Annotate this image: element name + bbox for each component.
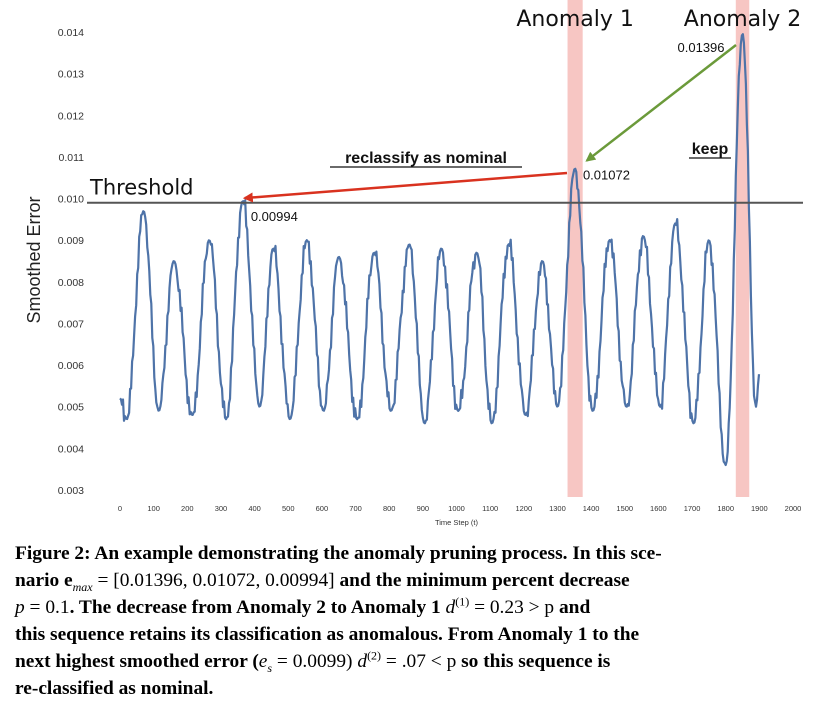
chart-figure: Anomaly 1 Anomaly 2 0.003 0.004 0.005 0.006 0.… <box>24 0 803 527</box>
caption-text: next highest smoothed error ( <box>15 651 259 672</box>
caption-math: p <box>15 597 25 618</box>
y-tick-label: 0.008 <box>58 277 84 289</box>
caption-math: d <box>357 651 368 672</box>
y-tick-label: 0.010 <box>58 194 84 206</box>
x-tick-label: 400 <box>248 504 261 513</box>
caption-math: = 0.23 > p <box>469 597 555 618</box>
x-tick-label: 1900 <box>751 504 768 513</box>
caption-line-2: nario emax = [0.01396, 0.01072, 0.00994]… <box>15 567 805 594</box>
series-line <box>119 33 761 467</box>
x-tick-label: 200 <box>181 504 194 513</box>
caption-text: so this sequence is <box>456 651 611 672</box>
x-tick-label: 1200 <box>515 504 532 513</box>
y-tick-label: 0.011 <box>59 152 85 164</box>
x-tick-label: 1100 <box>482 504 498 513</box>
x-tick-label: 500 <box>282 504 295 513</box>
keep-arrow <box>585 44 737 162</box>
caption-line-1: Figure 2: An example demonstrating the a… <box>15 540 805 567</box>
y-tick-label: 0.006 <box>58 360 84 372</box>
x-tick-label: 900 <box>417 504 430 513</box>
x-tick-label: 300 <box>215 504 228 513</box>
anomaly-label-1: Anomaly 1 <box>516 7 634 32</box>
caption-math-superscript: (2) <box>367 648 382 663</box>
x-tick-label: 0 <box>118 504 122 513</box>
anomaly-window-1 <box>567 0 583 497</box>
caption-text: nario <box>15 570 65 591</box>
caption-line-5: next highest smoothed error (es = 0.0099… <box>15 648 805 675</box>
keep-label: keep <box>692 141 729 158</box>
reclassify-arrow <box>242 171 568 203</box>
caption-line-3: p = 0.1. The decrease from Anomaly 2 to … <box>15 594 805 621</box>
x-axis-label: Time Step (t) <box>435 518 479 527</box>
x-tick-label: 2000 <box>785 504 802 513</box>
x-tick-label: 700 <box>349 504 362 513</box>
caption-line-6: re-classified as nominal. <box>15 675 805 702</box>
x-tick-label: 1700 <box>684 504 701 513</box>
x-tick-label: 600 <box>316 504 329 513</box>
x-tick-label: 1600 <box>650 504 667 513</box>
smoothed-error-chart: Anomaly 1 Anomaly 2 0.003 0.004 0.005 0.006 0.… <box>24 0 803 527</box>
anomaly-window-2 <box>735 0 750 497</box>
y-tick-label: 0.009 <box>58 235 84 247</box>
y-tick-label: 0.014 <box>58 27 84 39</box>
caption-text: this sequence retains its classification… <box>15 624 640 645</box>
reclassify-label: reclassify as nominal <box>345 150 507 167</box>
caption-text: and the minimum percent decrease <box>334 570 630 591</box>
threshold-label: Threshold <box>89 176 194 200</box>
x-tick-label: 1800 <box>717 504 734 513</box>
caption-text: Figure 2: An example demonstrating the a… <box>15 543 662 564</box>
caption-math-superscript: (1) <box>455 594 470 609</box>
caption-text: . The decrease from Anomaly 2 to Anomaly… <box>69 597 446 618</box>
caption-math: = 0.0099) <box>272 651 353 672</box>
caption-line-4: this sequence retains its classification… <box>15 621 805 648</box>
y-tick-label: 0.003 <box>58 485 84 497</box>
caption-math-subscript: max <box>72 579 93 594</box>
caption-math: = .07 < p <box>381 651 457 672</box>
y-tick-label: 0.005 <box>58 402 84 414</box>
y-tick-label: 0.004 <box>58 443 84 455</box>
x-tick-label: 1400 <box>583 504 600 513</box>
caption-math: = 0.1 <box>24 597 70 618</box>
x-tick-label: 800 <box>383 504 396 513</box>
caption-math: d <box>445 597 456 618</box>
value-label-anomaly-1: 0.01072 <box>583 168 630 183</box>
x-tick-label: 1000 <box>448 504 465 513</box>
y-tick-label: 0.013 <box>58 69 84 81</box>
caption-math: = [0.01396, 0.01072, 0.00994] <box>92 570 335 591</box>
caption-text: and <box>554 597 591 618</box>
caption-math: e <box>258 651 268 672</box>
x-tick-label: 100 <box>147 504 160 513</box>
x-tick-label: 1500 <box>616 504 633 513</box>
y-tick-label: 0.012 <box>58 110 84 122</box>
value-label-anomaly-2: 0.01396 <box>678 40 725 55</box>
y-axis-label: Smoothed Error <box>24 196 44 323</box>
caption-math-subscript: s <box>267 660 273 675</box>
x-tick-label: 1300 <box>549 504 566 513</box>
caption-text: re-classified as nominal. <box>15 678 214 699</box>
value-label-nominal-peak: 0.00994 <box>251 209 298 224</box>
figure-caption: Figure 2: An example demonstrating the a… <box>15 540 805 702</box>
caption-math: e <box>64 570 73 591</box>
anomaly-label-2: Anomaly 2 <box>684 7 802 32</box>
y-tick-label: 0.007 <box>58 318 84 330</box>
